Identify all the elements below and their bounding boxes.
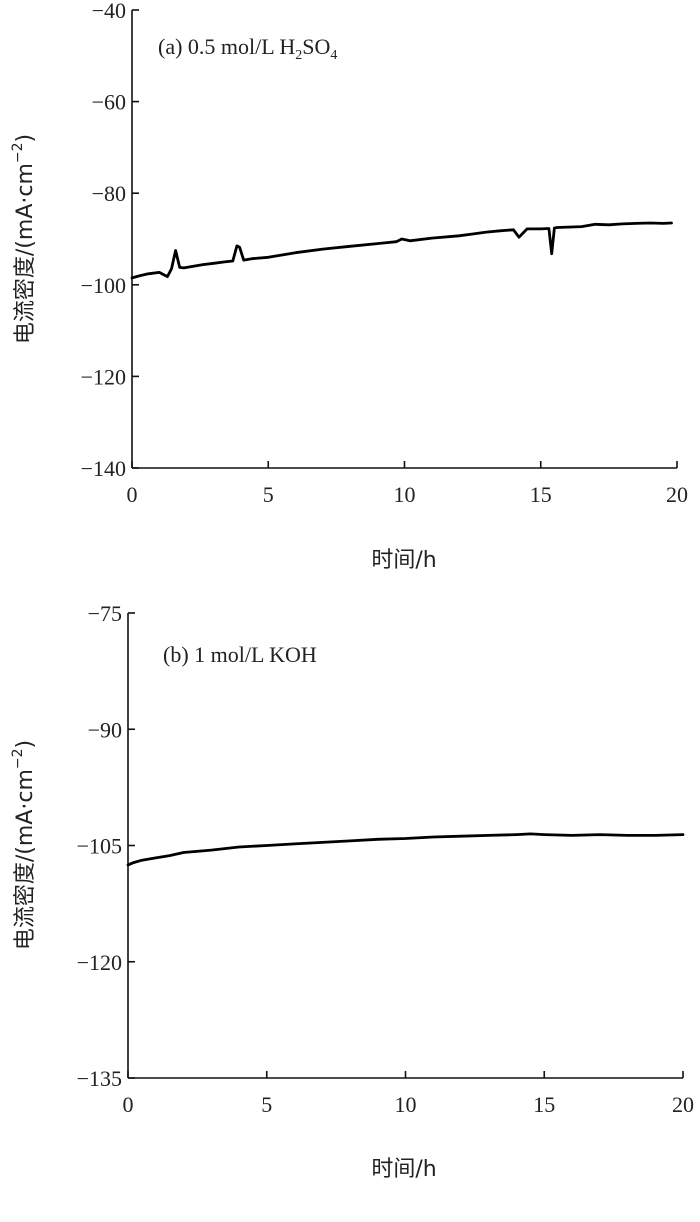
- panel-b-x-tick-label: 0: [123, 1092, 134, 1117]
- panel-a-x-tick-label: 5: [263, 482, 274, 507]
- panel-a-x-tick-label: 15: [530, 482, 552, 507]
- panel-a-x-tick-label: 0: [127, 482, 138, 507]
- panel-b-y-ticks: −75 −90 −105 −120 −135: [77, 601, 135, 1091]
- panel-a-x-axis-label: 时间/h: [371, 548, 436, 573]
- panel-a-y-tick-label: −140: [81, 456, 126, 481]
- panel-a-label: (a) 0.5 mol/L H2SO4: [158, 34, 337, 63]
- panel-b-y-axis-label: 电流密度/(mA·cm−2): [10, 740, 38, 950]
- panel-a-y-ticks: −40 −60 −80 −100 −120 −140: [81, 0, 139, 481]
- panel-a-y-axis-label: 电流密度/(mA·cm−2): [10, 134, 38, 344]
- panel-a-y-tick-label: −100: [81, 273, 126, 298]
- panel-b-x-tick-label: 5: [261, 1092, 272, 1117]
- panel-a-x-tick-label: 10: [394, 482, 416, 507]
- panel-a-x-ticks: 0 5 10 15 20: [127, 461, 688, 507]
- panel-a-y-tick-label: −80: [92, 181, 126, 206]
- panel-b-x-ticks: 0 5 10 15 20: [123, 1071, 694, 1117]
- chart-panel-b: −75 −90 −105 −120 −135 0 5 10 15 20 (b) 1 mol/L …: [10, 601, 694, 1182]
- panel-b-y-tick-label: −75: [88, 601, 122, 626]
- chart-panel-a: −40 −60 −80 −100 −120 −140 0 5 10 15 20 (a) 0.5 m…: [10, 0, 688, 573]
- panel-b-label: (b) 1 mol/L KOH: [163, 642, 317, 667]
- panel-b-y-tick-label: −90: [88, 717, 122, 742]
- panel-a-y-tick-label: −40: [92, 0, 126, 23]
- panel-a-y-tick-label: −120: [81, 364, 126, 389]
- panel-b-series-line: [126, 832, 685, 867]
- panel-b-x-axis-label: 时间/h: [371, 1157, 436, 1182]
- panel-b-y-tick-label: −135: [77, 1066, 122, 1091]
- panel-b-x-tick-label: 20: [672, 1092, 694, 1117]
- panel-a-x-tick-label: 20: [666, 482, 688, 507]
- panel-b-y-tick-label: −105: [77, 834, 122, 859]
- panel-b-y-tick-label: −120: [77, 950, 122, 975]
- panel-a-y-tick-label: −60: [92, 90, 126, 115]
- panel-a-series-line: [130, 221, 673, 280]
- panel-b-x-tick-label: 10: [395, 1092, 417, 1117]
- panel-b-x-tick-label: 15: [533, 1092, 555, 1117]
